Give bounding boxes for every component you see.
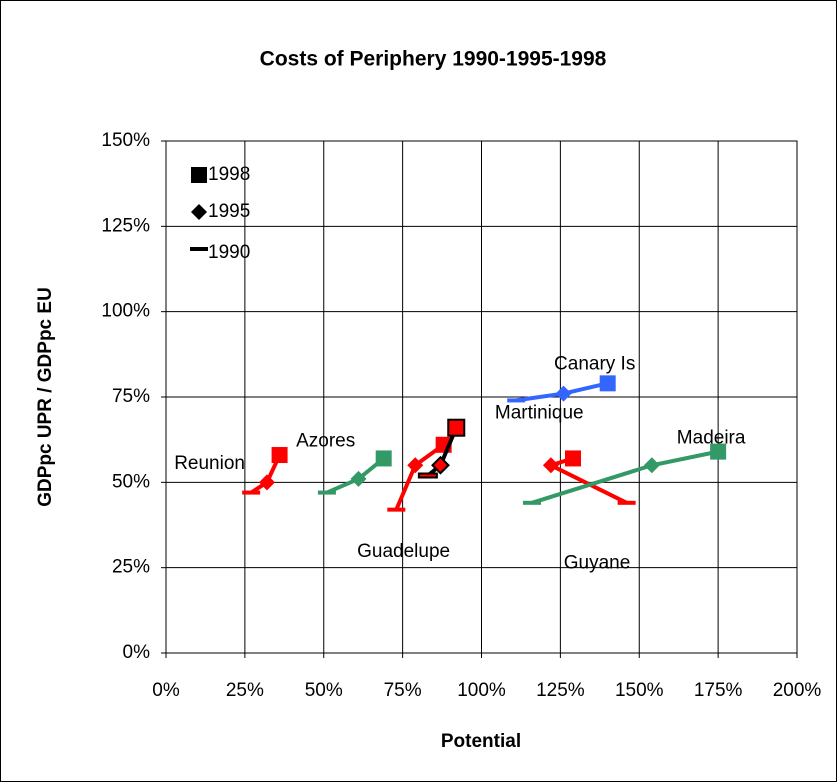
legend-label: 1998 <box>208 164 250 185</box>
series-label: Canary Is <box>554 353 635 374</box>
marker-diamond <box>542 457 559 474</box>
marker-square <box>447 418 466 437</box>
marker-diamond <box>555 385 572 402</box>
marker-diamond <box>431 455 450 475</box>
x-tick-label: 25% <box>226 680 264 701</box>
marker-dash <box>617 500 636 505</box>
marker-dash <box>507 398 526 403</box>
marker-square <box>375 450 392 467</box>
marker-dash <box>242 490 261 495</box>
y-tick-label: 75% <box>112 386 150 407</box>
x-tick-label: 175% <box>694 680 743 701</box>
y-tick-label: 25% <box>112 557 150 578</box>
series-label: Martinique <box>495 403 584 424</box>
series-label: Guadelupe <box>357 541 450 562</box>
marker-dash <box>417 472 438 479</box>
marker-diamond <box>191 204 207 220</box>
series-label: Azores <box>296 430 355 451</box>
marker-diamond <box>258 474 275 491</box>
chart-title: Costs of Periphery 1990-1995-1998 <box>260 48 607 71</box>
legend-label: 1990 <box>208 242 250 263</box>
x-tick-label: 125% <box>536 680 585 701</box>
marker-square <box>271 447 288 464</box>
marker-square <box>710 443 727 460</box>
series-label: Reunion <box>174 453 245 474</box>
marker-square <box>599 375 616 392</box>
y-tick-label: 0% <box>123 642 151 663</box>
marker-diamond <box>407 457 424 474</box>
y-tick-label: 150% <box>101 130 150 151</box>
marker-dash <box>317 490 336 495</box>
marker-dash <box>522 500 541 505</box>
x-tick-label: 100% <box>457 680 506 701</box>
series-label: Guyane <box>564 552 631 573</box>
marker-diamond <box>643 457 660 474</box>
legend-label: 1995 <box>208 201 250 222</box>
marker-dash <box>387 507 406 512</box>
marker-dash <box>190 247 208 251</box>
y-axis-label: GDPpc UPR / GDPpc EU <box>35 287 56 507</box>
y-tick-label: 50% <box>112 471 150 492</box>
x-tick-label: 200% <box>773 680 822 701</box>
marker-diamond <box>350 470 367 487</box>
x-tick-label: 75% <box>384 680 422 701</box>
x-tick-label: 150% <box>615 680 664 701</box>
x-tick-label: 50% <box>305 680 343 701</box>
x-axis-label: Potential <box>441 731 521 752</box>
marker-square <box>191 167 207 183</box>
series-label: Madeira <box>677 428 746 449</box>
y-tick-label: 100% <box>101 301 150 322</box>
marker-square <box>564 450 581 467</box>
y-tick-label: 125% <box>101 215 150 236</box>
x-tick-label: 0% <box>152 680 180 701</box>
